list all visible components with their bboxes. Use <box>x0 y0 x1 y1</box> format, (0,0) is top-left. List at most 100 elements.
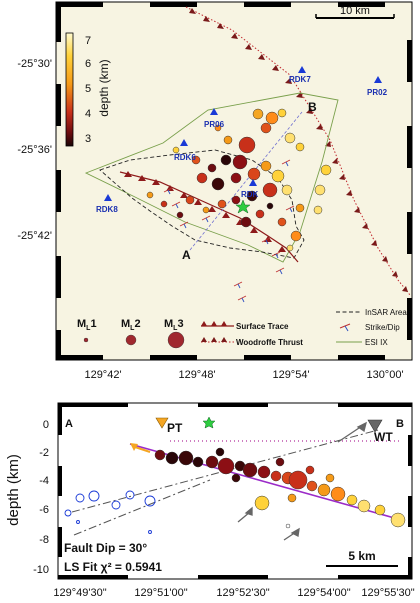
epicenter <box>191 155 201 165</box>
lat-tick: -25°36' <box>17 144 52 156</box>
lon-tick: 129°52'30" <box>216 587 269 599</box>
esi-ix-outline <box>84 92 339 263</box>
epicenter <box>202 206 210 214</box>
lon-tick: 130°00' <box>366 369 403 381</box>
section-y-ticks: 0 -2 -4 -6 -8 -10 <box>33 419 49 576</box>
svg-text:ESI IX: ESI IX <box>365 338 388 347</box>
legend-ml2: ML2 <box>121 318 141 332</box>
lat-tick: -25°30' <box>17 58 52 70</box>
epicenter <box>220 154 232 166</box>
epicenter <box>238 136 256 154</box>
hypocenters <box>154 447 406 529</box>
lon-tick: 129°49'30" <box>53 587 106 599</box>
hypocenter <box>287 493 297 503</box>
hypocenter <box>165 451 179 465</box>
hypocenter <box>178 450 194 466</box>
epicenter <box>255 209 265 219</box>
hypocenter <box>390 512 406 528</box>
mainshock-star-icon <box>235 199 251 214</box>
legend-insar: InSAR Area <box>336 308 407 317</box>
hypocenter <box>242 462 258 478</box>
strike-dip-symbol <box>201 215 211 223</box>
pt-arrow-icon <box>130 443 151 453</box>
colorbar-tick-3: 3 <box>85 133 91 145</box>
strike-dip-symbol <box>237 295 247 303</box>
section-end-label: B <box>308 100 317 114</box>
svg-text:Surface Trace: Surface Trace <box>236 322 289 331</box>
section-a-label: A <box>65 418 73 430</box>
epicenter <box>320 164 332 176</box>
ls-fit-text: LS Fit χ² = 0.5941 <box>64 560 162 574</box>
station-label: RDK8 <box>96 205 118 214</box>
hypocenter <box>305 465 315 475</box>
svg-text:Strike/Dip: Strike/Dip <box>365 323 400 332</box>
depth-tick: -10 <box>33 564 49 576</box>
colorbar-tick-5: 5 <box>85 83 91 95</box>
strike-dip-symbol <box>163 187 173 195</box>
station-pr06: PR06 <box>204 108 225 129</box>
epicenter <box>284 132 296 144</box>
stations: RDK7 PR02 PR06 RDK6 RDK RDK8 <box>96 66 388 214</box>
station-rdk7: RDK7 <box>289 66 311 84</box>
woodroffe-thrust <box>185 6 411 296</box>
hypocenter <box>374 504 386 516</box>
epicenter <box>260 122 272 134</box>
station-triangle-icon <box>180 139 188 146</box>
epicenter <box>281 184 293 196</box>
hypocenter <box>205 455 219 469</box>
strike-dip-symbols <box>163 159 295 303</box>
svg-text:Woodroffe Thrust: Woodroffe Thrust <box>236 338 303 347</box>
epicenter <box>211 177 225 191</box>
hypocenter <box>330 486 346 502</box>
strike-dip-symbol <box>233 281 243 289</box>
legend-surface-trace: Surface Trace <box>201 321 289 331</box>
hypocenter <box>254 495 270 511</box>
section-panel: PT WT A B Fault Dip = 30° LS Fit χ² = 0.… <box>57 402 413 580</box>
lon-tick: 129°48' <box>178 369 215 381</box>
section-b-label: B <box>396 418 404 430</box>
station-rdk: RDK <box>241 179 259 199</box>
epicenter <box>247 167 261 181</box>
colorbar: 7 6 5 4 3 depth (km) <box>65 32 111 147</box>
station-label: RDK7 <box>289 75 311 84</box>
hypocenter <box>257 465 271 479</box>
svg-text:InSAR Area: InSAR Area <box>365 308 407 317</box>
epicenter <box>196 172 208 184</box>
epicenter <box>223 135 233 145</box>
epicenter <box>290 230 302 242</box>
station-label: PR06 <box>204 120 225 129</box>
colorbar-tick-4: 4 <box>85 108 91 120</box>
colorbar-tick-7: 7 <box>85 35 91 47</box>
legend-woodroffe: Woodroffe Thrust <box>201 337 303 347</box>
hypocenter <box>306 480 318 492</box>
section-scalebar-label: 5 km <box>348 549 375 563</box>
section-x-ticks: 129°49'30" 129°51'00" 129°52'30" 129°54'… <box>53 587 414 599</box>
epicenter <box>160 200 168 208</box>
map-scalebar-label: 10 km <box>340 5 370 17</box>
legend-ml1: ML1 <box>77 318 97 332</box>
map-lat-ticks: -25°30' -25°36' -25°42' <box>17 58 52 242</box>
section-start-label: A <box>182 248 191 262</box>
epicenter <box>230 172 242 184</box>
colorbar-tick-6: 6 <box>85 58 91 70</box>
hypocenter <box>285 523 291 529</box>
depth-tick: -2 <box>39 447 49 459</box>
epicenter <box>295 142 305 152</box>
epicenter <box>207 163 217 173</box>
hypocenter <box>325 473 335 483</box>
epicenter <box>217 199 227 209</box>
outlier-hypocenters <box>64 490 156 534</box>
lat-tick: -25°42' <box>17 230 52 242</box>
pt-label: PT <box>167 421 183 435</box>
epicenter <box>246 190 258 202</box>
epicenter <box>286 244 294 252</box>
legend-ml3-marker <box>167 331 185 349</box>
wt-label: WT <box>374 430 393 444</box>
station-pr02: PR02 <box>367 76 388 97</box>
station-triangle-icon <box>210 108 218 115</box>
station-rdk6: RDK6 <box>174 139 196 162</box>
epicenter <box>313 205 323 215</box>
hypocenter <box>357 499 371 513</box>
dashdot-upper <box>71 429 379 513</box>
